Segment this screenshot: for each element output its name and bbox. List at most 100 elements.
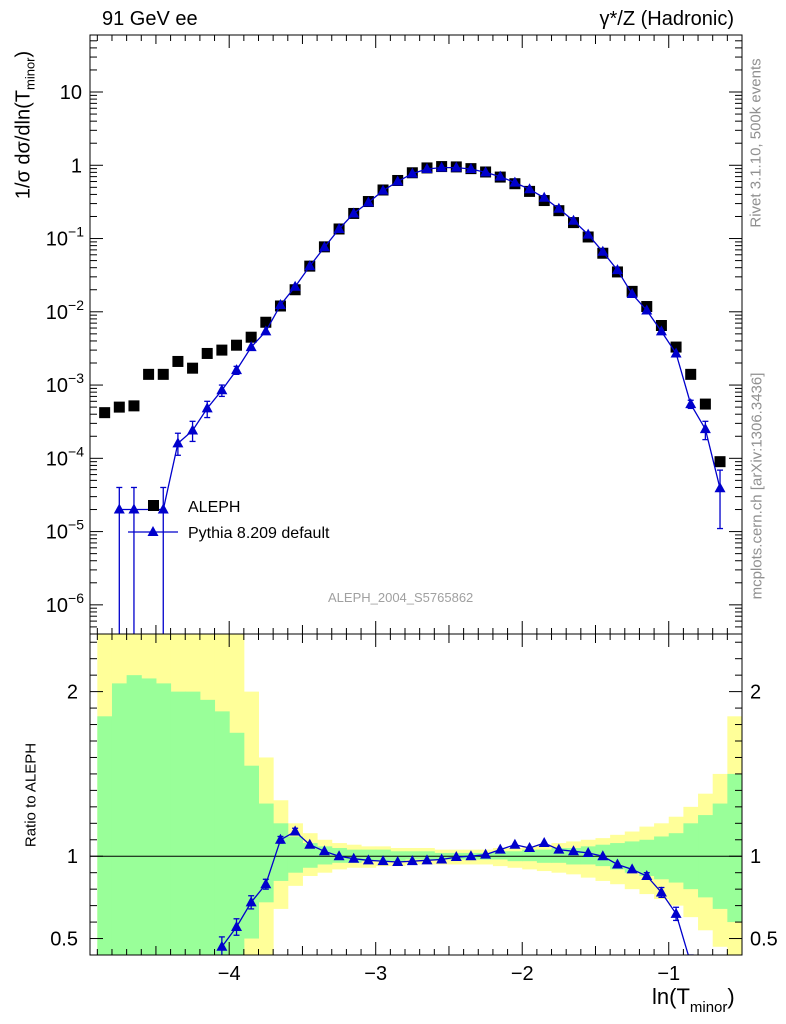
band-inner (170, 691, 186, 955)
ratio-line (221, 830, 689, 955)
y-tick-label: 10 (46, 522, 68, 544)
band-inner (229, 732, 245, 955)
ratio-point (568, 845, 580, 856)
pythia-point (538, 191, 550, 202)
pythia-point (714, 482, 726, 493)
pythia-point (333, 222, 345, 233)
band-inner (624, 841, 640, 873)
pythia-point (362, 196, 374, 207)
band-inner (405, 851, 421, 860)
aleph-point (143, 368, 155, 380)
ratio-point (494, 843, 506, 854)
pythia-point (187, 424, 199, 435)
ratio-y-tick-label: 2 (67, 682, 78, 704)
pythia-point (406, 167, 418, 178)
band-inner (727, 773, 742, 923)
ratio-point (685, 957, 696, 967)
pythia-point (392, 175, 404, 186)
pythia-point (626, 287, 638, 298)
ratio-point (538, 837, 550, 848)
band-inner (199, 699, 216, 955)
main-ylabel-text: 1/σ dσ/dln(Tminor) (12, 50, 38, 200)
aleph-point (99, 407, 111, 419)
band-inner (141, 678, 157, 955)
pythia-point (450, 161, 462, 172)
pythia-point (172, 437, 184, 448)
pythia-point (582, 228, 594, 239)
uncertainty-bands (97, 634, 742, 955)
x-tick-label: −4 (218, 963, 241, 985)
y-tick-label: 10 (46, 229, 68, 251)
ratio-series (216, 825, 696, 967)
ratio-point (421, 854, 433, 865)
pythia-point (670, 347, 682, 358)
ratio-point (260, 878, 272, 889)
pythia-point (655, 325, 667, 336)
band-inner (273, 823, 289, 881)
y-tick-label: 10 (46, 302, 68, 324)
rivet-info: Rivet 3.1.10, 500k events (747, 58, 765, 228)
x-tick-label: −2 (511, 963, 534, 985)
ratio-point (333, 850, 345, 861)
main-series (99, 161, 726, 634)
band-inner (155, 683, 172, 955)
band-inner (185, 691, 201, 955)
y-tick-label: 10 (46, 375, 68, 397)
y-tick-label: 1 (71, 155, 82, 177)
pythia-point (289, 280, 301, 291)
y-tick-exponent: −1 (68, 224, 84, 240)
aleph-point (699, 398, 711, 410)
pythia-point (216, 384, 228, 395)
aleph-point (157, 368, 169, 380)
y-tick-exponent: −5 (68, 517, 84, 533)
band-inner (258, 803, 274, 903)
ratio-point (626, 863, 638, 874)
analysis-id: ALEPH_2004_S5765862 (328, 590, 474, 605)
aleph-point (670, 341, 682, 353)
ratio-point (611, 858, 623, 869)
band-inner (668, 833, 684, 883)
ratio-point (465, 850, 477, 861)
pythia-point (685, 398, 697, 409)
ratio-point (509, 838, 521, 849)
y-tick-label: 10 (46, 595, 68, 617)
pythia-point (304, 260, 316, 271)
pythia-point (377, 184, 389, 195)
pythia-point (611, 264, 623, 275)
ratio-point (450, 851, 462, 862)
y-tick-exponent: −3 (68, 370, 84, 386)
ratio-point (553, 843, 565, 854)
pythia-point (553, 202, 565, 213)
legend-pythia-label: Pythia 8.209 default (188, 525, 330, 542)
aleph-point (260, 316, 272, 328)
aleph-point (187, 362, 199, 374)
band-inner (111, 683, 128, 955)
legend-aleph-marker (148, 500, 159, 511)
ratio-point (641, 869, 653, 880)
aleph-point (216, 344, 228, 356)
legend-pythia-marker (147, 526, 159, 536)
ratio-point (304, 838, 316, 849)
header-left: 91 GeV ee (102, 8, 198, 30)
ratio-point (289, 825, 301, 836)
pythia-point (260, 325, 272, 336)
header-right: γ*/Z (Hadronic) (599, 8, 734, 30)
x-axis-title: ln(Tminor) (652, 986, 735, 1019)
ratio-point (524, 842, 536, 852)
ratio-point (274, 833, 286, 844)
legend: ALEPH Pythia 8.209 default (128, 499, 330, 542)
band-inner (302, 843, 318, 868)
ratio-point (480, 848, 492, 859)
pythia-point (494, 170, 506, 181)
ratio-point (436, 853, 448, 864)
pythia-point (524, 183, 536, 194)
band-inner (492, 851, 509, 860)
ratio-point (318, 845, 330, 856)
ratio-point (362, 854, 374, 865)
band-inner (654, 836, 670, 880)
aleph-point (201, 347, 213, 359)
ratio-y-tick-label-right: 2 (750, 682, 761, 704)
y-tick-label: 10 (60, 82, 82, 104)
band-inner (522, 849, 538, 862)
